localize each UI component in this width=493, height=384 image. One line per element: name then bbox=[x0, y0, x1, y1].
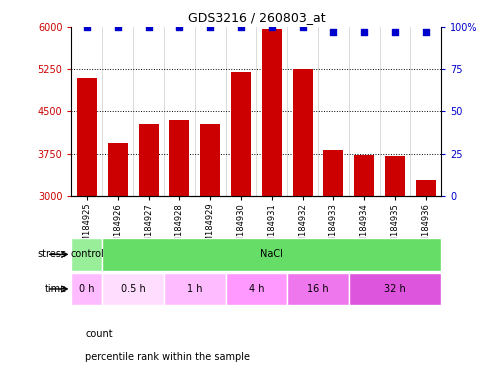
Bar bbox=[323, 150, 344, 196]
Text: 0 h: 0 h bbox=[79, 284, 95, 294]
Point bbox=[422, 29, 430, 35]
Bar bbox=[103, 273, 164, 305]
Point bbox=[329, 29, 337, 35]
Point bbox=[391, 29, 399, 35]
Bar bbox=[231, 72, 251, 196]
Bar bbox=[226, 273, 287, 305]
Point bbox=[299, 24, 307, 30]
Text: stress: stress bbox=[37, 249, 67, 260]
Text: 4 h: 4 h bbox=[248, 284, 264, 294]
Bar bbox=[354, 155, 374, 196]
Text: time: time bbox=[44, 284, 67, 294]
Point bbox=[144, 24, 152, 30]
Bar bbox=[71, 238, 103, 271]
Text: NaCl: NaCl bbox=[260, 249, 283, 260]
Bar bbox=[71, 273, 103, 305]
Bar bbox=[385, 156, 405, 196]
Point bbox=[237, 24, 245, 30]
Point bbox=[206, 24, 214, 30]
Text: count: count bbox=[85, 329, 113, 339]
Bar bbox=[349, 273, 441, 305]
Bar bbox=[287, 273, 349, 305]
Text: 1 h: 1 h bbox=[187, 284, 203, 294]
Bar bbox=[107, 144, 128, 196]
Bar bbox=[262, 28, 282, 196]
Bar bbox=[292, 69, 313, 196]
Point bbox=[360, 29, 368, 35]
Bar bbox=[200, 124, 220, 196]
Bar bbox=[77, 78, 97, 196]
Text: 0.5 h: 0.5 h bbox=[121, 284, 145, 294]
Point bbox=[83, 24, 91, 30]
Point bbox=[114, 24, 122, 30]
Bar bbox=[169, 120, 189, 196]
Bar bbox=[139, 124, 159, 196]
Bar bbox=[416, 180, 436, 196]
Point bbox=[176, 24, 183, 30]
Title: GDS3216 / 260803_at: GDS3216 / 260803_at bbox=[187, 11, 325, 24]
Text: 16 h: 16 h bbox=[307, 284, 329, 294]
Text: percentile rank within the sample: percentile rank within the sample bbox=[85, 352, 250, 362]
Text: 32 h: 32 h bbox=[384, 284, 406, 294]
Point bbox=[268, 24, 276, 30]
Bar bbox=[164, 273, 226, 305]
Text: control: control bbox=[70, 249, 104, 260]
